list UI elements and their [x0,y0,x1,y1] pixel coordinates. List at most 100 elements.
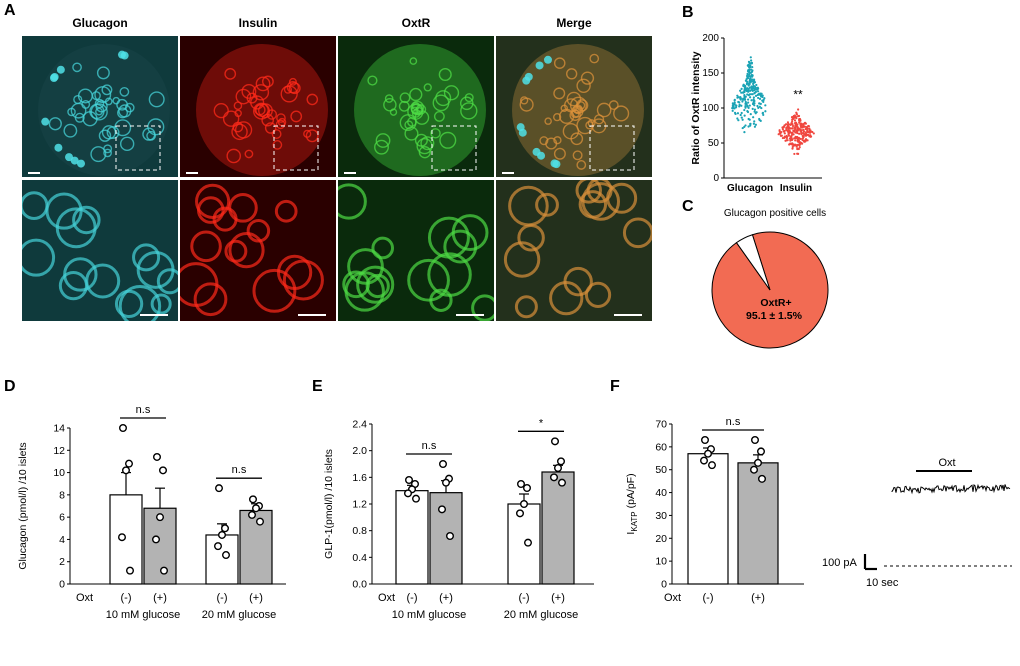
cell-outline [576,78,591,93]
cell-outline [520,96,529,105]
data-point [761,111,765,114]
micrograph-glucagon-zoom [22,180,178,321]
data-point [791,132,794,136]
data-point [117,533,126,542]
data-point [798,141,802,144]
x-tick-label: (-) [703,592,714,604]
data-point [748,104,751,107]
data-point [751,75,754,78]
cell-outline [90,103,108,121]
cell-outline [195,183,231,219]
glucagon-cell [535,61,544,70]
data-point [788,143,791,146]
cell-outline [535,192,559,217]
data-point [739,113,742,117]
data-point [553,463,562,472]
data-point [803,133,806,136]
cell-outline [89,103,105,120]
data-point [737,119,740,122]
y-tick-label: 20 [655,533,667,545]
y-tick-label: 14 [53,423,65,435]
panel-letter-c: C [682,198,694,215]
y-tick-label: 0 [713,173,719,184]
data-point [743,90,746,93]
data-point [751,65,754,69]
y-tick-label: 1.6 [352,472,367,484]
cell-outline [423,83,432,92]
significance-label: n.s [232,464,247,476]
significance-label: n.s [726,416,741,428]
cell-outline [132,243,161,272]
data-point [780,130,783,134]
cell-outline [374,139,389,155]
data-point [515,509,524,518]
data-point [523,538,532,547]
group-label: 10 mM glucose [392,609,467,621]
scale-time-label: 10 sec [866,577,899,589]
data-point [751,93,754,96]
cell-outline [606,182,638,214]
data-point [804,131,807,134]
y-tick-label: 6 [59,512,65,524]
data-point [754,94,758,98]
data-point [753,88,757,91]
data-point [749,122,752,126]
channel-label-insulin: Insulin [238,16,278,30]
bar [737,462,779,585]
cell-outline [398,100,410,112]
cell-outline [252,268,297,313]
y-tick-label: 100 [702,103,719,114]
data-point [732,103,735,106]
cell-outline [367,75,378,86]
data-point [746,72,749,76]
data-point [790,138,794,142]
data-point [744,106,747,109]
chart-f-bar: 0 10 20 30 40 50 60 70 IKATP (pA/pF) (-) (+) Oxt n.s [625,416,804,604]
panel-letter-e: E [312,378,323,395]
data-point [800,133,803,136]
data-point [762,100,765,103]
cell-outline [45,192,83,230]
cell-outline [552,113,562,122]
data-point [750,436,759,445]
data-point [763,97,766,100]
cell-outline [252,84,270,101]
glucagon-cell [120,51,129,60]
cell-outline [584,281,612,308]
cell-outline [565,68,578,80]
cell-outline [560,104,568,113]
panel-letter-f: F [610,378,620,395]
data-point [549,473,558,482]
glucagon-cell [537,151,546,160]
y-tick-label: 200 [702,33,719,44]
cell-outline [514,295,538,319]
cell-outline [553,87,566,100]
chart-e-bar: 0.0 0.4 0.8 1.2 1.6 2.0 2.4 GLP-1(pmol/l) /10 i… [323,417,594,621]
data-point [796,138,799,141]
bar [205,534,239,585]
cell-outline [544,117,552,125]
data-point [742,98,745,101]
data-point [557,478,566,487]
data-point [795,130,799,133]
glucagon-cell [49,74,58,83]
cell-outline [288,82,301,95]
cell-outline [77,88,93,104]
x-tick-label: Insulin [780,183,812,194]
x-tick-label: (-) [407,592,418,604]
cell-outline [539,136,549,146]
bar [507,503,541,585]
data-point [795,113,799,116]
data-point [796,123,799,126]
data-point [793,137,796,140]
cell-outline [95,107,103,116]
data-point [740,111,743,115]
y-tick-label: 60 [655,441,667,453]
data-point [762,98,765,101]
data-point [758,105,761,108]
data-point [755,83,758,87]
data-point [752,122,755,125]
data-point [793,119,797,122]
data-point [747,84,750,87]
group-label: 20 mM glucose [202,609,277,621]
